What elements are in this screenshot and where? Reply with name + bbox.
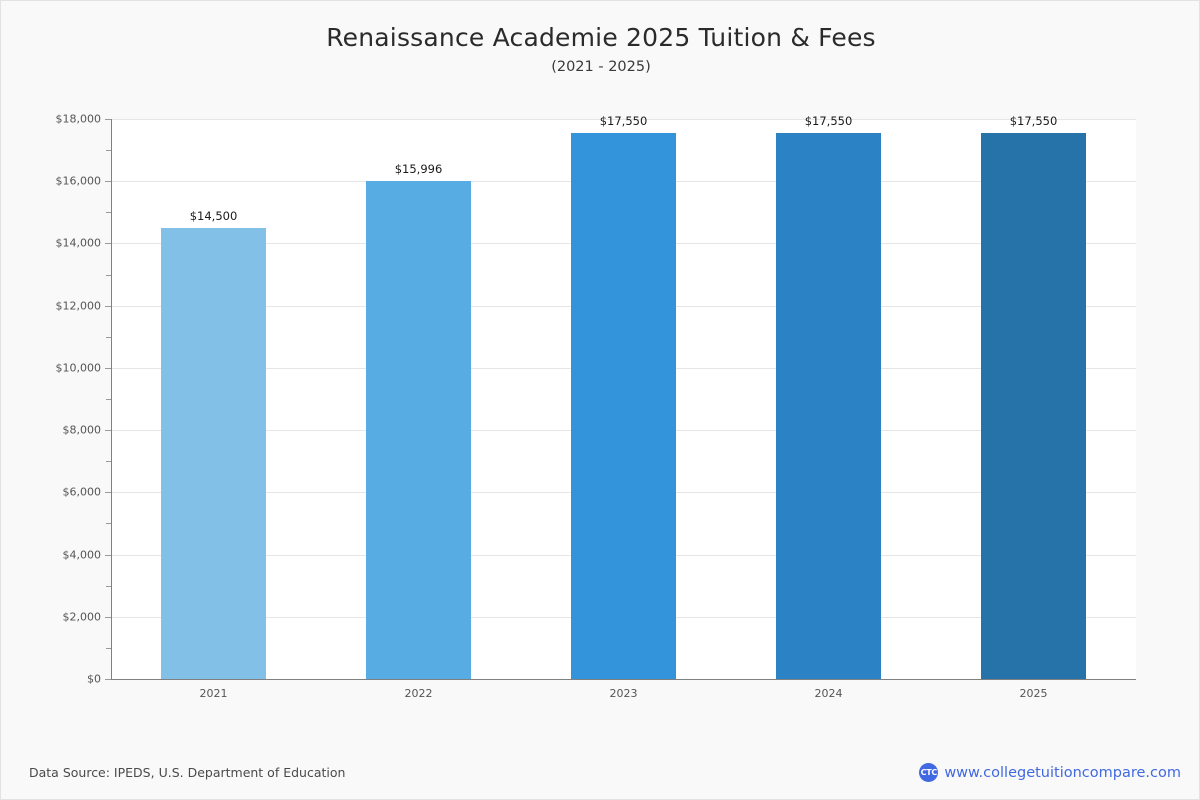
brand-website-link[interactable]: www.collegetuitioncompare.com bbox=[944, 764, 1181, 781]
bar-group[interactable]: $15,996 bbox=[366, 119, 471, 679]
gridline bbox=[112, 119, 1136, 120]
bar-value-label: $15,996 bbox=[394, 162, 443, 177]
y-axis-minor-tick bbox=[106, 585, 111, 587]
y-axis-label: $8,000 bbox=[62, 423, 102, 437]
bar-group[interactable]: $14,500 bbox=[161, 119, 266, 679]
bar-group[interactable]: $17,550 bbox=[981, 114, 1086, 679]
bar-group[interactable]: $17,550 bbox=[571, 114, 676, 679]
y-axis-label: $14,000 bbox=[55, 236, 102, 250]
x-axis-label: 2023 bbox=[609, 687, 638, 700]
bar[interactable] bbox=[161, 227, 266, 679]
y-axis-label: $0 bbox=[87, 672, 101, 686]
bar-series: $14,500 $15,996 $17,550 $17,550 $17,550 bbox=[111, 114, 1136, 679]
y-axis-minor-tick bbox=[106, 150, 111, 152]
y-axis-tick bbox=[105, 554, 111, 556]
bar[interactable] bbox=[981, 133, 1086, 679]
y-axis-label: $6,000 bbox=[62, 485, 102, 499]
bar[interactable] bbox=[571, 133, 676, 679]
y-axis-tick bbox=[105, 367, 111, 369]
data-source-note: Data Source: IPEDS, U.S. Department of E… bbox=[29, 765, 346, 780]
brand-footer[interactable]: CTC www.collegetuitioncompare.com bbox=[919, 763, 1181, 782]
y-axis-minor-tick bbox=[106, 523, 111, 525]
y-axis-tick bbox=[105, 492, 111, 494]
x-axis-label: 2025 bbox=[1019, 687, 1048, 700]
y-axis-label: $18,000 bbox=[55, 112, 102, 126]
x-axis-label: 2021 bbox=[199, 687, 228, 700]
y-axis-tick bbox=[105, 243, 111, 245]
bar-value-label: $17,550 bbox=[599, 114, 648, 128]
bar-value-label: $17,550 bbox=[1009, 114, 1058, 128]
bar[interactable] bbox=[776, 133, 881, 679]
bar[interactable] bbox=[366, 181, 471, 679]
y-axis-minor-tick bbox=[106, 212, 111, 214]
y-axis-tick bbox=[105, 305, 111, 307]
y-axis-tick bbox=[105, 119, 111, 120]
ctc-logo-icon: CTC bbox=[919, 763, 939, 782]
y-axis-tick bbox=[105, 430, 111, 432]
x-axis-label: 2022 bbox=[404, 687, 433, 700]
page-title: Renaissance Academie 2025 Tuition & Fees bbox=[326, 23, 876, 52]
x-axis: 2021 2022 2023 2024 2025 bbox=[111, 681, 1136, 711]
y-axis-minor-tick bbox=[106, 336, 111, 338]
y-axis-label: $12,000 bbox=[55, 299, 102, 313]
y-axis-tick bbox=[105, 181, 111, 183]
y-axis-label: $16,000 bbox=[55, 174, 102, 188]
chart-subtitle: (2021 - 2025) bbox=[551, 59, 651, 75]
bar-value-label: $14,500 bbox=[189, 208, 238, 223]
y-axis-minor-tick bbox=[106, 399, 111, 400]
bar-value-label: $17,550 bbox=[804, 114, 853, 128]
y-axis-label: $4,000 bbox=[62, 548, 102, 562]
y-axis-tick bbox=[105, 616, 111, 618]
y-axis-label: $10,000 bbox=[55, 361, 102, 375]
y-axis-minor-tick bbox=[106, 647, 111, 649]
y-axis-tick bbox=[105, 679, 111, 680]
x-axis-label: 2024 bbox=[814, 687, 843, 700]
y-axis-label: $2,000 bbox=[62, 610, 102, 624]
y-axis-minor-tick bbox=[106, 461, 111, 463]
y-axis-minor-tick bbox=[106, 274, 111, 276]
bar-group[interactable]: $17,550 bbox=[776, 114, 881, 679]
